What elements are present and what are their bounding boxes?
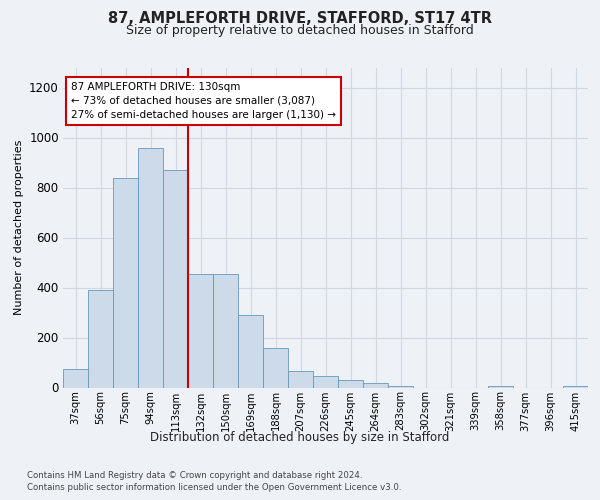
Bar [238, 315, 263, 388]
Bar [363, 382, 388, 388]
Bar [288, 371, 313, 388]
Bar [313, 376, 338, 388]
Bar [188, 274, 213, 388]
Text: Size of property relative to detached houses in Stafford: Size of property relative to detached ho… [126, 24, 474, 37]
Bar [63, 369, 88, 388]
Bar [488, 386, 513, 388]
Bar [138, 148, 163, 388]
Text: 87 AMPLEFORTH DRIVE: 130sqm
← 73% of detached houses are smaller (3,087)
27% of : 87 AMPLEFORTH DRIVE: 130sqm ← 73% of det… [71, 82, 336, 120]
Bar [163, 170, 188, 388]
Text: Contains HM Land Registry data © Crown copyright and database right 2024.: Contains HM Land Registry data © Crown c… [27, 471, 362, 480]
Bar [113, 178, 138, 388]
Bar [563, 386, 588, 388]
Bar [263, 348, 288, 388]
Bar [388, 386, 413, 388]
Text: Distribution of detached houses by size in Stafford: Distribution of detached houses by size … [151, 431, 449, 444]
Text: 87, AMPLEFORTH DRIVE, STAFFORD, ST17 4TR: 87, AMPLEFORTH DRIVE, STAFFORD, ST17 4TR [108, 11, 492, 26]
Bar [213, 274, 238, 388]
Y-axis label: Number of detached properties: Number of detached properties [14, 140, 23, 315]
Bar [88, 290, 113, 388]
Bar [338, 380, 363, 388]
Text: Contains public sector information licensed under the Open Government Licence v3: Contains public sector information licen… [27, 482, 401, 492]
